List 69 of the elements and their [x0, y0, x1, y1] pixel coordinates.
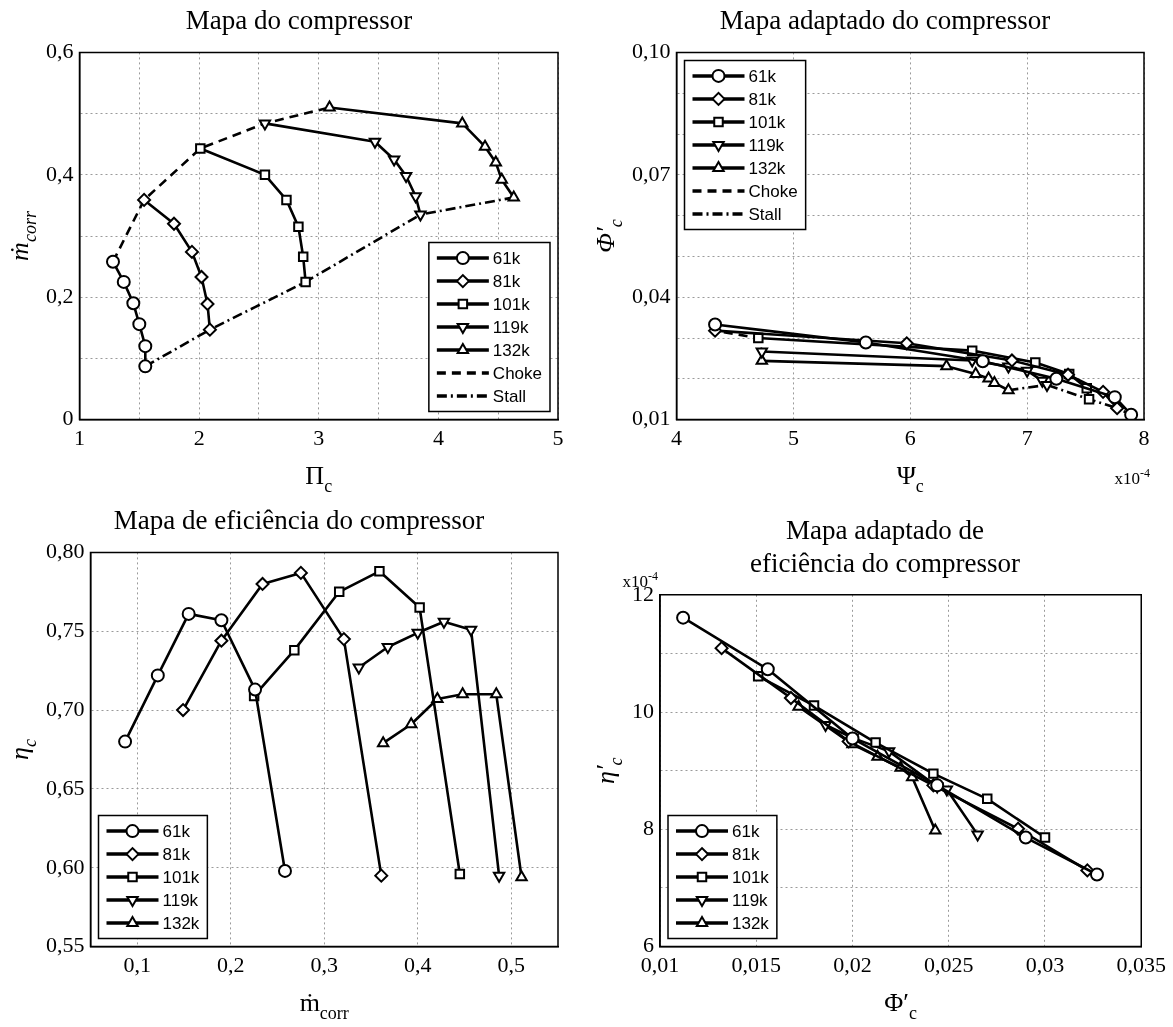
- legend-label: 61k: [732, 821, 760, 841]
- x-tick-label: 0,015: [731, 951, 781, 977]
- legend-label: 101k: [748, 112, 786, 132]
- y-tick-label: 0,6: [46, 38, 74, 64]
- x-tick-label: 4: [432, 424, 444, 450]
- y-tick-label: 0,04: [632, 282, 671, 308]
- legend-label: 119k: [748, 135, 785, 155]
- chart-title: Mapa do compressor: [185, 5, 413, 36]
- y-axis-title: η′c: [591, 757, 626, 784]
- legend-label: 81k: [492, 271, 521, 291]
- legend-label: 132k: [748, 158, 786, 178]
- legend-label: 81k: [748, 89, 777, 109]
- y-axis-title: Φ′c: [591, 219, 626, 253]
- x-tick-label: 0,2: [217, 951, 245, 977]
- legend-label: 81k: [162, 844, 191, 864]
- x-tick-label: 6: [904, 424, 916, 450]
- legend-label: 132k: [732, 913, 770, 933]
- chart-title: Mapa de eficiência do compressor: [113, 505, 485, 536]
- legend-label: 119k: [492, 317, 529, 337]
- x-tick-label: 0,4: [404, 951, 432, 977]
- legend-label: Choke: [492, 363, 542, 383]
- x-tick-label: 5: [552, 424, 564, 450]
- y-tick-label: 0,4: [46, 160, 74, 186]
- y-tick-label: 0,01: [632, 405, 671, 431]
- x-tick-label: 0,3: [310, 951, 338, 977]
- legend-label: 101k: [732, 867, 770, 887]
- y-tick-label: 0,80: [46, 538, 85, 564]
- legend-label: 119k: [732, 890, 769, 910]
- x-tick-label: 1: [74, 424, 85, 450]
- x-tick-label: 3: [313, 424, 325, 450]
- legend-label: 101k: [492, 294, 531, 314]
- x-tick-label: 0,03: [1025, 951, 1065, 977]
- y-tick-label: 0,10: [632, 38, 671, 64]
- legend-label: 81k: [732, 844, 760, 864]
- x-tick-label: 8: [1138, 424, 1150, 450]
- y-tick-label: 0,70: [46, 695, 85, 721]
- legend-label: 132k: [162, 913, 200, 933]
- x-tick-label: 7: [1021, 424, 1033, 450]
- x-tick-label: 0,025: [924, 951, 974, 977]
- y-tick-label: 8: [643, 815, 654, 841]
- x-tick-label: 0,5: [497, 951, 525, 977]
- y-tick-label: 6: [643, 932, 654, 958]
- legend-label: 132k: [492, 340, 531, 360]
- x-tick-label: 0,035: [1116, 951, 1166, 977]
- legend-label: 119k: [162, 890, 199, 910]
- x-tick-label: 4: [671, 424, 682, 450]
- y-axis-title: ṁcorr: [5, 210, 40, 261]
- chart-title: Mapa adaptado de eficiência do compressor: [750, 515, 1020, 578]
- y-tick-label: 0,60: [46, 853, 85, 879]
- x-tick-label: 5: [787, 424, 799, 450]
- y-tick-label: 0,75: [46, 617, 85, 643]
- y-axis-title: ηc: [5, 739, 40, 760]
- y-tick-label: 0: [62, 405, 74, 431]
- legend-label: 61k: [492, 248, 521, 268]
- legend-label: Stall: [748, 204, 782, 224]
- y-tick-label: 10: [632, 697, 654, 723]
- y-tick-label: 0,2: [46, 282, 74, 308]
- x-tick-label: 0,02: [833, 951, 872, 977]
- legend-label: 61k: [162, 821, 191, 841]
- legend-label: 101k: [162, 867, 200, 887]
- x-tick-label: 2: [193, 424, 205, 450]
- legend-label: Choke: [748, 181, 798, 201]
- legend-label: Stall: [492, 386, 526, 406]
- x-tick-label: 0,1: [123, 951, 151, 977]
- legend-label: 61k: [748, 66, 777, 86]
- y-tick-label: 0,07: [632, 160, 671, 186]
- chart-title: Mapa adaptado do compressor: [719, 5, 1051, 36]
- y-tick-label: 0,65: [46, 774, 85, 800]
- y-tick-label: 0,55: [46, 932, 85, 958]
